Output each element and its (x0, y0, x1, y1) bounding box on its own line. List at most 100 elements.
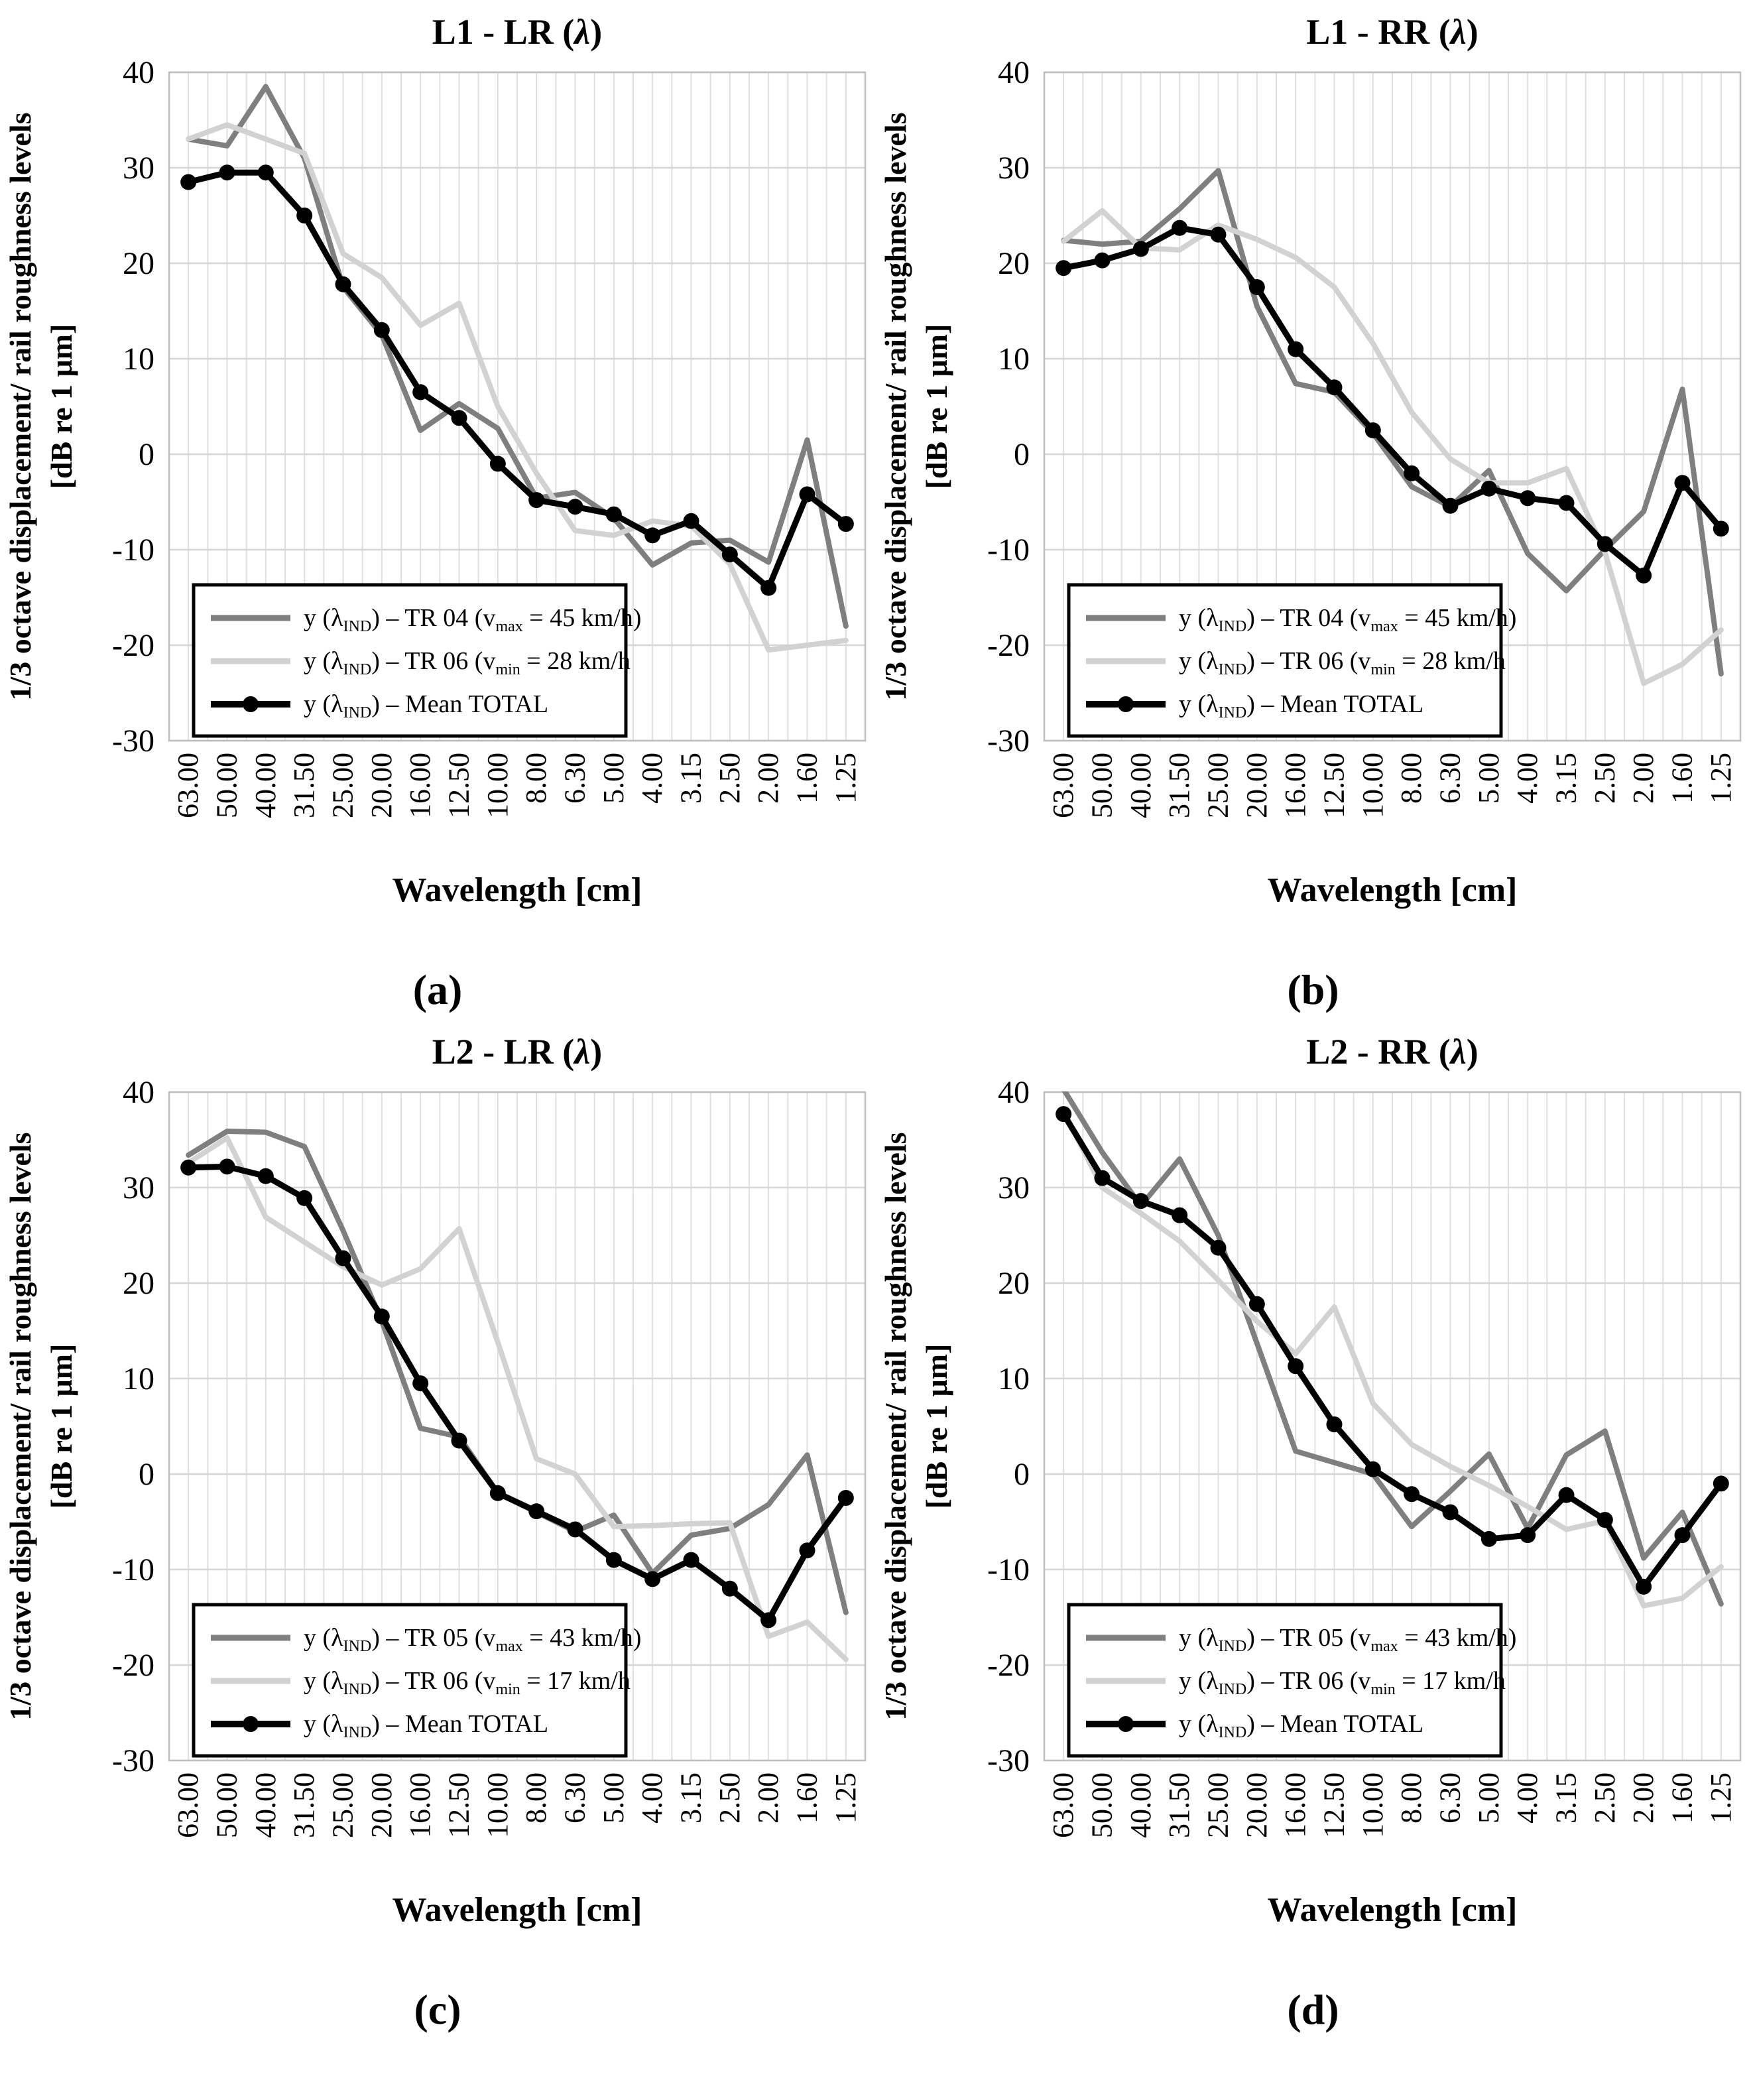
legend-entry-label: y (λIND) – TR 06 (vmin = 17 km/h (304, 1667, 631, 1698)
data-point-marker (528, 492, 545, 509)
x-tick-label: 1.60 (791, 1772, 823, 1823)
x-tick-label: 4.00 (636, 753, 668, 804)
figure-grid: L1 - LR (λ) 40 30 20 10 0 -10 -20 -30 63.00 50.00 4… (0, 9, 1751, 2049)
x-tick-label: 63.00 (1047, 753, 1079, 818)
x-tick-label: 20.00 (365, 1772, 398, 1838)
series-group (1056, 168, 1729, 686)
data-point-marker (296, 208, 313, 223)
x-tick-label: 1.25 (1705, 753, 1737, 804)
chart-panel-d: L2 - RR (λ) 40 30 20 10 0 -10 -20 -30 63.00 50.00 4… (875, 1029, 1751, 2049)
x-tick-label: 12.50 (443, 1772, 475, 1838)
chart-panel-a: L1 - LR (λ) 40 30 20 10 0 -10 -20 -30 63.00 50.00 4… (0, 9, 875, 1029)
x-tick-label: 10.00 (481, 1772, 514, 1838)
x-tick-label: 12.50 (443, 753, 475, 818)
data-point-marker (1172, 219, 1188, 236)
x-tick-label: 3.15 (675, 753, 707, 804)
x-tick-label: 8.00 (520, 753, 552, 804)
x-tick-label: 20.00 (365, 753, 398, 818)
x-tick-label: 10.00 (1357, 1772, 1389, 1838)
y-tick-label: 20 (123, 1266, 154, 1301)
data-point-marker (335, 276, 351, 292)
x-tick-label: 12.50 (1318, 753, 1351, 818)
y-tick-label: -20 (112, 1648, 154, 1683)
data-point-marker (335, 1250, 351, 1266)
x-tick-label: 8.00 (1395, 1772, 1427, 1823)
x-tick-label: 8.00 (520, 1772, 552, 1823)
data-point-marker (1288, 1358, 1304, 1375)
data-point-marker (1520, 490, 1536, 507)
legend-marker-sample (243, 696, 259, 712)
x-tick-label: 31.50 (288, 753, 320, 818)
x-tick-label: 20.00 (1240, 753, 1273, 818)
x-tick-labels: 63.00 50.00 40.00 31.50 25.00 20.00 16.00 12.50… (1047, 1772, 1737, 1838)
x-tick-label: 63.00 (1047, 1772, 1079, 1838)
x-tick-label: 2.50 (1589, 753, 1621, 804)
x-tick-labels: 63.00 50.00 40.00 31.50 25.00 20.00 16.00 12.50… (172, 753, 862, 818)
data-point-marker (1056, 260, 1072, 277)
data-point-marker (412, 384, 429, 401)
legend-entry-label: y (λIND) – Mean TOTAL (304, 1710, 548, 1741)
x-tick-label: 31.50 (1163, 753, 1195, 818)
data-point-marker (1210, 226, 1227, 243)
legend-entry-label: y (λIND) – TR 06 (vmin = 17 km/h (1179, 1667, 1506, 1698)
y-axis-label-line2: [dB re 1 μm] (920, 324, 953, 489)
x-tick-label: 1.25 (829, 753, 862, 804)
y-tick-label: 30 (998, 1170, 1030, 1205)
x-tick-label: 12.50 (1318, 1772, 1351, 1838)
y-tick-label: 20 (123, 246, 154, 281)
y-tick-label: -30 (112, 723, 154, 759)
y-tick-label: 40 (123, 55, 154, 90)
legend-marker-sample (243, 1716, 259, 1732)
data-point-marker (1248, 1296, 1265, 1312)
y-tick-label: 30 (998, 151, 1030, 186)
plot-border (1043, 1091, 1742, 1762)
x-tick-label: 8.00 (1395, 753, 1427, 804)
legend: y (λIND) – TR 04 (vmax = 45 km/h) y (λIND… (1067, 583, 1516, 738)
x-axis-label: Wavelength [cm] (1268, 871, 1518, 909)
data-point-marker (683, 1552, 699, 1568)
data-point-marker (1713, 521, 1729, 537)
y-axis-label-line2: [dB re 1 μm] (44, 1344, 78, 1509)
x-tick-labels: 63.00 50.00 40.00 31.50 25.00 20.00 16.00 12.50… (172, 1772, 862, 1838)
x-tick-label: 40.00 (1124, 1772, 1157, 1838)
legend: y (λIND) – TR 05 (vmax = 43 km/h) y (λIND… (1067, 1603, 1516, 1758)
x-tick-label: 4.00 (636, 1772, 668, 1823)
data-point-marker (1326, 379, 1343, 396)
data-point-marker (1094, 252, 1111, 269)
data-point-marker (837, 516, 854, 532)
legend: y (λIND) – TR 05 (vmax = 43 km/h) y (λIND… (192, 1603, 641, 1758)
legend-entry-label: y (λIND) – TR 06 (vmin = 28 km/h (304, 647, 631, 678)
data-point-marker (1597, 536, 1613, 552)
legend-entry-label: y (λIND) – TR 05 (vmax = 43 km/h) (304, 1624, 641, 1655)
x-tick-label: 63.00 (172, 1772, 204, 1838)
legend: y (λIND) – TR 04 (vmax = 45 km/h) y (λIND… (192, 583, 641, 738)
legend-entry-label: y (λIND) – Mean TOTAL (304, 690, 548, 721)
data-point-marker (1442, 1504, 1459, 1520)
x-tick-label: 1.25 (829, 1772, 862, 1823)
data-point-marker (412, 1375, 429, 1392)
data-point-marker (1597, 1512, 1613, 1528)
data-point-marker (760, 580, 777, 596)
data-point-marker (489, 1485, 506, 1501)
chart-panel-c: L2 - LR (λ) 40 30 20 10 0 -10 -20 -30 63.00 50.00 4… (0, 1029, 875, 2049)
x-tick-label: 6.30 (1434, 753, 1467, 804)
data-point-marker (683, 513, 699, 529)
data-point-marker (451, 410, 467, 426)
x-tick-label: 6.30 (559, 753, 591, 804)
y-tick-labels: 40 30 20 10 0 -10 -20 -30 (987, 55, 1030, 759)
x-tick-label: 50.00 (211, 753, 243, 818)
x-tick-label: 25.00 (1202, 1772, 1235, 1838)
x-tick-label: 2.00 (752, 1772, 784, 1823)
y-tick-label: 30 (123, 151, 154, 186)
data-point-marker (528, 1503, 545, 1520)
data-point-marker (180, 1159, 197, 1176)
y-tick-label: -30 (987, 723, 1030, 759)
series-group (1056, 1091, 1729, 1609)
y-tick-label: 20 (998, 1266, 1030, 1301)
data-point-marker (1404, 465, 1420, 481)
x-tick-label: 10.00 (481, 753, 514, 818)
data-point-marker (567, 499, 583, 515)
data-point-marker (837, 1490, 854, 1506)
chart-title: L1 - RR (λ) (1306, 12, 1478, 52)
